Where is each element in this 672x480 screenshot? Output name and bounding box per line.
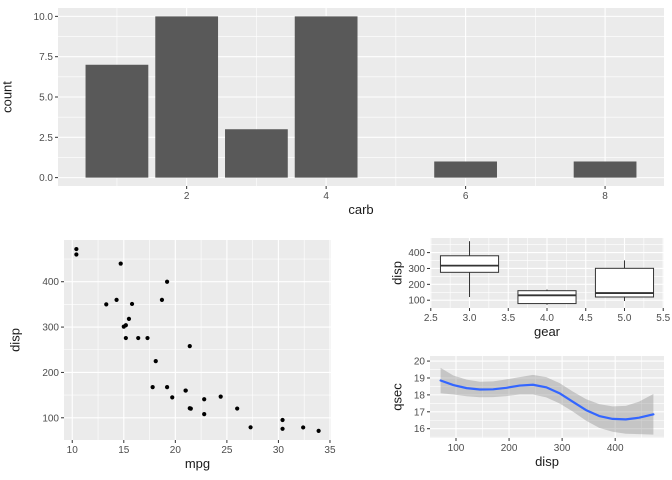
y-tick-label: 200 [408, 280, 425, 291]
y-tick-label: 17 [414, 407, 426, 418]
y-tick-label: 100 [408, 296, 425, 307]
smooth-line [439, 379, 655, 421]
x-tick-label: 25 [221, 445, 233, 456]
y-tick-label: 100 [42, 413, 59, 424]
box-plot-area: 2.5 3.0 3.5 4.0 4.5 5.0 5.5 100 200 300 400 [408, 238, 671, 324]
x-tick-label: 8 [602, 191, 608, 202]
x-tick-label: 400 [607, 443, 624, 454]
data-point [202, 412, 207, 417]
x-tick-label: 4 [323, 191, 329, 202]
data-point [280, 426, 285, 431]
data-point [183, 388, 188, 393]
box-plot-x-axis-title: gear [533, 324, 561, 339]
bar [155, 16, 219, 178]
data-point [301, 425, 306, 430]
data-point [153, 358, 158, 364]
data-point [218, 394, 223, 399]
y-tick-label: 2.5 [39, 133, 53, 144]
x-tick-label: 3.0 [463, 313, 477, 324]
y-tick-label: 20 [414, 357, 426, 368]
scatter-y-axis-title: disp [7, 328, 23, 352]
bar [225, 129, 288, 178]
data-point [74, 252, 79, 257]
bar [434, 161, 497, 178]
box-plot-y-axis-title: disp [389, 261, 405, 285]
data-point [150, 385, 155, 390]
box-plot: 2.5 3.0 3.5 4.0 4.5 5.0 5.5 100 200 300 400 gear d… [390, 232, 672, 346]
y-tick-label: 16 [414, 424, 426, 435]
box [439, 255, 500, 273]
data-point [74, 246, 79, 252]
data-point [235, 406, 240, 411]
y-tick-label: 400 [42, 277, 59, 288]
bar [85, 64, 149, 178]
data-point [136, 335, 141, 341]
x-tick-label: 5.0 [618, 313, 632, 324]
y-tick-label: 5.0 [39, 93, 53, 104]
x-tick-label: 2 [184, 191, 190, 202]
data-point [187, 406, 192, 411]
scatter-x-axis-title: mpg [184, 456, 211, 471]
x-tick-label: 3.5 [501, 313, 515, 324]
x-tick-label: 100 [448, 443, 465, 454]
bar [573, 161, 637, 178]
x-tick-label: 35 [324, 445, 336, 456]
y-tick-label: 300 [42, 323, 59, 334]
bar [294, 16, 358, 178]
x-tick-label: 20 [170, 445, 182, 456]
box [517, 290, 577, 305]
confidence-band [440, 367, 654, 435]
y-tick-label: 200 [42, 368, 59, 379]
scatter-plot-area: 10 15 20 25 30 35 100 200 300 400 [42, 240, 336, 456]
data-point [114, 297, 119, 302]
x-tick-label: 30 [273, 445, 285, 456]
data-point [164, 279, 170, 284]
bar-chart-x-axis-title: carb [348, 202, 374, 217]
y-tick-label: 400 [408, 248, 425, 259]
y-tick-label: 300 [408, 264, 425, 275]
data-point [280, 417, 285, 423]
data-point [164, 385, 170, 390]
y-tick-label: 0.0 [39, 173, 53, 184]
data-point [170, 395, 175, 400]
x-tick-label: 2.5 [424, 313, 438, 324]
data-point [159, 297, 165, 302]
data-point [126, 316, 132, 322]
y-tick-label: 10.0 [34, 12, 54, 23]
bar-chart: 2 4 6 8 0.0 2.5 5.0 7.5 10.0 carb count [0, 0, 672, 226]
bar-chart-plot-area: 2 4 6 8 0.0 2.5 5.0 7.5 10.0 [34, 8, 664, 202]
x-tick-label: 5.5 [656, 313, 670, 324]
data-point [104, 302, 109, 307]
data-point [248, 425, 253, 430]
data-point [202, 397, 207, 402]
data-point [316, 428, 321, 433]
scatter-plot: 10 15 20 25 30 35 100 200 300 400 mpg disp [8, 232, 338, 480]
data-point [123, 335, 128, 341]
bar-chart-y-axis-title: count [0, 81, 15, 113]
plot-panel [64, 240, 331, 440]
y-tick-label: 19 [414, 373, 426, 384]
x-tick-label: 4.0 [540, 313, 554, 324]
x-tick-label: 200 [501, 443, 518, 454]
data-point [129, 301, 135, 307]
x-tick-label: 10 [67, 445, 79, 456]
x-tick-label: 6 [463, 191, 469, 202]
smooth-plot-area: 100 200 300 400 16 17 18 19 20 [414, 356, 664, 454]
x-tick-label: 300 [554, 443, 571, 454]
y-tick-label: 18 [414, 390, 426, 401]
data-point [145, 335, 150, 341]
data-point [187, 344, 192, 349]
x-tick-label: 4.5 [579, 313, 593, 324]
smooth-y-axis-title: qsec [389, 383, 405, 411]
x-tick-label: 15 [118, 445, 130, 456]
smooth-x-axis-title: disp [535, 454, 559, 469]
data-point [121, 324, 126, 329]
y-tick-label: 7.5 [39, 52, 53, 63]
smooth-line-plot: 100 200 300 400 16 17 18 19 20 disp qsec [390, 350, 672, 476]
data-point [118, 261, 123, 266]
